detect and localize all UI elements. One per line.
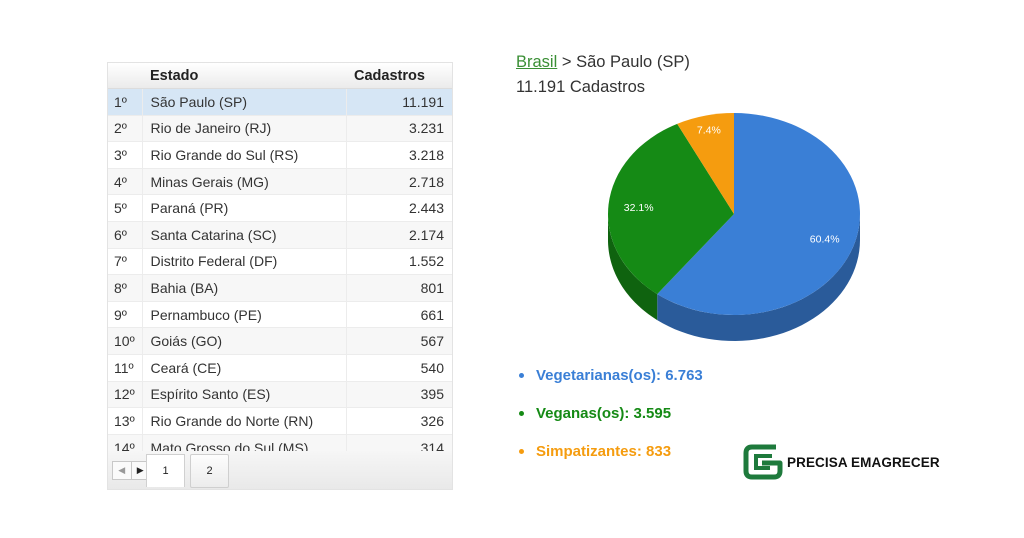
legend-label: Simpatizantes: 833 — [536, 442, 672, 460]
table-row[interactable]: 13º Rio Grande do Norte (RN) 326 — [108, 407, 452, 435]
rank-cell: 8º — [108, 274, 142, 302]
count-cell: 661 — [345, 301, 452, 329]
table-row[interactable]: 10º Goiás (GO) 567 — [108, 327, 452, 355]
triangle-left-icon[interactable]: ◀ — [118, 465, 126, 475]
count-cell: 2.443 — [345, 194, 452, 222]
state-cell: Rio de Janeiro (RJ) — [141, 115, 346, 143]
legend-bullet-icon — [519, 372, 524, 378]
legend-item: Veganas(os): 3.595 — [516, 394, 703, 432]
pagination-bar: ◀ ▶ 1 2 — [107, 451, 453, 490]
table-header-row: Estado Cadastros — [108, 63, 452, 89]
count-cell: 3.231 — [345, 115, 452, 143]
state-cell: Goiás (GO) — [141, 327, 346, 355]
chart-legend: Vegetarianas(os): 6.763 Veganas(os): 3.59… — [516, 356, 703, 470]
rank-cell: 9º — [108, 301, 142, 329]
count-cell: 1.552 — [345, 248, 452, 276]
state-cell: Bahia (BA) — [141, 274, 346, 302]
precisa-emagrecer-logo-icon — [743, 444, 783, 480]
breadcrumb-current: São Paulo (SP) — [576, 53, 690, 71]
rank-column-header[interactable] — [108, 63, 142, 89]
pie-slice[interactable] — [677, 113, 734, 214]
table-row[interactable]: 6º Santa Catarina (SC) 2.174 — [108, 221, 452, 249]
pie-slice-side — [608, 214, 658, 321]
table-row[interactable]: 4º Minas Gerais (MG) 2.718 — [108, 168, 452, 196]
breadcrumb: Brasil > São Paulo (SP) — [516, 53, 690, 72]
page-2-button[interactable]: 2 — [190, 454, 229, 488]
breadcrumb-brasil-link[interactable]: Brasil — [516, 53, 558, 71]
table-row[interactable]: 7º Distrito Federal (DF) 1.552 — [108, 248, 452, 276]
legend-bullet-icon — [519, 410, 524, 416]
pie-chart: 60.4% 32.1% 7.4% — [608, 113, 860, 341]
count-cell: 11.191 — [345, 88, 452, 116]
table-row[interactable]: 2º Rio de Janeiro (RJ) 3.231 — [108, 115, 452, 143]
rank-cell: 13º — [108, 407, 142, 435]
table-row[interactable]: 8º Bahia (BA) 801 — [108, 274, 452, 302]
state-cell: Santa Catarina (SC) — [141, 221, 346, 249]
legend-label: Vegetarianas(os): 6.763 — [536, 366, 703, 384]
rank-cell: 12º — [108, 381, 142, 409]
legend-item: Vegetarianas(os): 6.763 — [516, 356, 703, 394]
count-cell: 2.174 — [345, 221, 452, 249]
table-row[interactable]: 12º Espírito Santo (ES) 395 — [108, 381, 452, 409]
table-row[interactable]: 1º São Paulo (SP) 11.191 — [108, 88, 452, 116]
rank-cell: 5º — [108, 194, 142, 222]
rank-cell: 2º — [108, 115, 142, 143]
rank-cell: 4º — [108, 168, 142, 196]
breadcrumb-separator: > — [561, 53, 572, 71]
count-cell: 326 — [345, 407, 452, 435]
rank-cell: 3º — [108, 141, 142, 169]
brand-name: PRECISA EMAGRECER — [787, 454, 940, 470]
pie-slice[interactable] — [608, 123, 734, 295]
count-cell: 801 — [345, 274, 452, 302]
triangle-right-icon[interactable]: ▶ — [130, 462, 150, 479]
count-cell: 2.718 — [345, 168, 452, 196]
state-cell: Paraná (PR) — [141, 194, 346, 222]
ranking-table-container: Estado Cadastros 1º São Paulo (SP) 11.191 2… — [107, 62, 453, 463]
count-cell: 395 — [345, 381, 452, 409]
rank-cell: 11º — [108, 354, 142, 382]
legend-label: Veganas(os): 3.595 — [536, 404, 672, 422]
ranking-table-body: 1º São Paulo (SP) 11.191 2º Rio de Janeiro (… — [108, 88, 452, 462]
state-cell: Distrito Federal (DF) — [141, 248, 346, 276]
count-cell: 3.218 — [345, 141, 452, 169]
count-cell: 540 — [345, 354, 452, 382]
table-row[interactable]: 9º Pernambuco (PE) 661 — [108, 301, 452, 329]
rank-cell: 6º — [108, 221, 142, 249]
ranking-table: Estado Cadastros 1º São Paulo (SP) 11.191 2… — [108, 63, 452, 462]
rank-cell: 7º — [108, 248, 142, 276]
legend-item: Simpatizantes: 833 — [516, 432, 703, 470]
pie-slice-label: 7.4% — [697, 125, 721, 137]
state-cell: Pernambuco (PE) — [141, 301, 346, 329]
state-cell: Rio Grande do Sul (RS) — [141, 141, 346, 169]
state-column-header[interactable]: Estado — [142, 63, 346, 89]
page-arrows: ◀ ▶ — [112, 461, 150, 480]
pie-slice-side — [657, 214, 860, 341]
legend-bullet-icon — [519, 448, 524, 454]
state-cell: Minas Gerais (MG) — [141, 168, 346, 196]
count-column-header[interactable]: Cadastros — [346, 63, 452, 89]
count-cell: 567 — [345, 327, 452, 355]
total-registrations: 11.191 Cadastros — [516, 78, 646, 96]
state-cell: Espírito Santo (ES) — [141, 381, 346, 409]
pie-slice-label: 32.1% — [624, 202, 654, 214]
rank-cell: 10º — [108, 327, 142, 355]
rank-cell: 1º — [108, 88, 142, 116]
table-row[interactable]: 3º Rio Grande do Sul (RS) 3.218 — [108, 141, 452, 169]
table-row[interactable]: 5º Paraná (PR) 2.443 — [108, 194, 452, 222]
brand: PRECISA EMAGRECER — [742, 443, 940, 481]
state-cell: São Paulo (SP) — [141, 88, 346, 116]
pie-slice[interactable] — [657, 113, 860, 315]
state-cell: Rio Grande do Norte (RN) — [141, 407, 346, 435]
page-1-button[interactable]: 1 — [146, 454, 185, 487]
pie-slice-label: 60.4% — [810, 234, 840, 246]
table-row[interactable]: 11º Ceará (CE) 540 — [108, 354, 452, 382]
state-cell: Ceará (CE) — [141, 354, 346, 382]
